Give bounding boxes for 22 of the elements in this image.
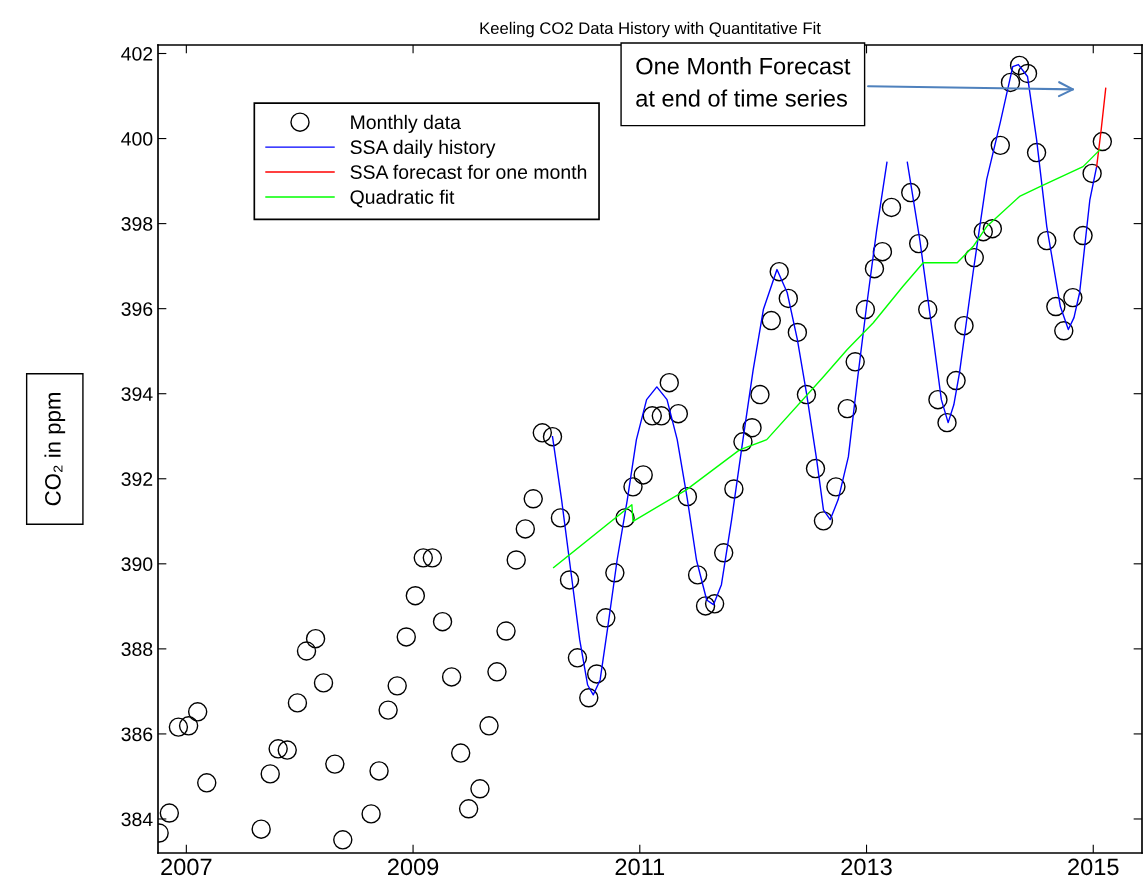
y-tick-label: 388 xyxy=(121,642,153,657)
x-tick-label: 2015 xyxy=(1068,858,1119,876)
annotation: One Month Forecast at end of time series xyxy=(636,57,851,107)
legend-label: Quadratic fit xyxy=(350,189,455,208)
y-tick-label: 396 xyxy=(121,302,153,316)
y-axis-title: CO₂ in ppm xyxy=(44,393,66,506)
legend-label: SSA daily history xyxy=(350,139,496,158)
x-tick-label: 2013 xyxy=(841,858,892,876)
legend-label: SSA forecast for one month xyxy=(350,164,587,180)
y-tick-label: 390 xyxy=(121,557,153,572)
legend-label: Monthly data xyxy=(351,114,461,133)
y-tick-label: 402 xyxy=(121,46,153,61)
x-tick-label: 2009 xyxy=(388,858,439,876)
y-tick-label: 384 xyxy=(121,812,153,827)
y-tick-label: 392 xyxy=(121,472,153,487)
x-tick-label: 2011 xyxy=(615,858,665,876)
y-tick-label: 398 xyxy=(121,217,153,231)
x-tick-label: 2007 xyxy=(161,858,212,876)
y-tick-label: 400 xyxy=(121,132,153,146)
chart-title: Keeling CO2 Data History with Quantitative Fit xyxy=(480,21,821,38)
y-tick-label: 394 xyxy=(121,387,153,401)
y-tick-label: 386 xyxy=(121,727,153,742)
